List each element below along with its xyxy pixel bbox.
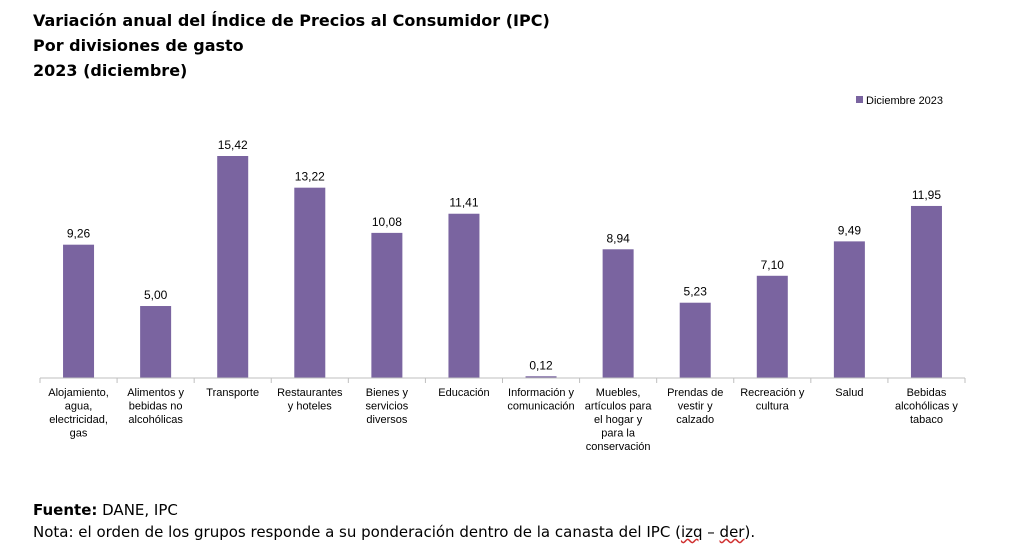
data-label-9: 5,23 [684,285,708,299]
category-label-line: gas [70,428,88,440]
category-label-line: vestir y [678,401,713,413]
category-label-line: Bienes y [366,387,409,399]
data-label-2: 5,00 [144,288,168,302]
bar-6 [448,213,480,378]
bar-10 [756,275,788,378]
category-label-line: Restaurantes [277,387,343,399]
category-label-line: electricidad, [49,414,108,426]
bar-2 [140,306,172,378]
category-label-3: Transporte [206,387,259,399]
bar-4 [294,187,326,378]
category-label-9: Prendas de vestir y calzado [667,387,723,426]
title-line-2: Por divisiones de gasto [33,36,244,55]
bar-5 [371,232,403,378]
bar-1 [63,244,95,378]
bar-12 [910,205,942,378]
note-word-der: der [719,523,745,541]
note-suffix: ). [744,523,756,541]
category-label-line: calzado [676,414,714,426]
category-label-2: Alimentos y bebidas no alcohólicas [127,387,184,426]
data-label-8: 8,94 [606,231,630,245]
category-label-5: Bienes y servicios diversos [365,387,408,426]
category-label-line: Alojamiento, [48,387,109,399]
category-label-line: bebidas no [129,401,183,413]
bar-7 [525,376,557,378]
data-label-12: 11,95 [912,188,941,202]
category-label-line: tabaco [910,414,943,426]
category-label-line: cultura [756,401,790,413]
category-label-line: Recreación y [740,387,805,399]
category-label-12: Bebidas alcohólicas y tabaco [895,387,958,426]
data-label-7: 0,12 [529,358,553,372]
source-label: Fuente: [33,501,98,519]
category-label-1: Alojamiento, agua, electricidad, gas [48,387,109,440]
category-label-line: comunicación [507,401,574,413]
category-label-line: Salud [835,387,863,399]
note-word-izq: izq [680,523,703,541]
category-label-6: Educación [438,387,489,399]
category-label-7: Información y comunicación [507,387,574,413]
category-label-line: servicios [365,401,408,413]
chart-footer: Fuente: DANE, IPC Nota: el orden de los … [33,499,755,543]
category-label-line: alcohólicas [128,414,183,426]
bar-8 [602,249,634,378]
category-label-line: Bebidas [907,387,947,399]
bar-chart: Diciembre 2023 9,26 Alojamiento, agua, elect… [39,95,966,453]
category-label-line: diversos [366,414,407,426]
legend-swatch [856,96,863,103]
data-label-11: 9,49 [838,223,862,237]
data-label-10: 7,10 [761,258,785,272]
chart-title: Variación anual del Índice de Precios al… [33,8,550,83]
category-label-line: artículos para [585,401,653,413]
source-line: Fuente: DANE, IPC [33,499,755,521]
category-label-line: Educación [438,387,489,399]
category-label-line: Prendas de [667,387,723,399]
category-label-line: Muebles, [596,387,641,399]
category-label-line: agua, [65,401,93,413]
data-label-4: 13,22 [295,170,325,184]
category-label-11: Salud [835,387,863,399]
category-label-line: el hogar y [594,414,643,426]
category-label-line: conservación [586,441,651,453]
category-label-4: Restaurantes y hoteles [277,387,343,413]
title-line-3: 2023 (diciembre) [33,61,188,80]
category-label-8: Muebles, artículos para el hogar y para la c… [585,387,653,453]
category-label-line: alcohólicas y [895,401,958,413]
category-label-10: Recreación y cultura [740,387,805,413]
data-label-3: 15,42 [218,138,248,152]
category-label-line: para la [601,428,636,440]
bar-9 [679,302,711,378]
category-label-line: Alimentos y [127,387,184,399]
bar-11 [833,241,865,378]
note-line: Nota: el orden de los grupos responde a … [33,521,755,543]
note-dash: – [702,523,720,541]
legend-label: Diciembre 2023 [866,95,943,107]
note-prefix: Nota: el orden de los grupos responde a … [33,523,681,541]
bar-3 [217,156,249,378]
category-label-line: Transporte [206,387,259,399]
title-line-1: Variación anual del Índice de Precios al… [33,11,550,30]
category-label-line: y hoteles [288,401,333,413]
data-label-6: 11,41 [449,196,478,210]
source-value: DANE, IPC [97,501,178,519]
data-label-1: 9,26 [67,227,91,241]
category-label-line: Información y [508,387,575,399]
data-label-5: 10,08 [372,215,402,229]
